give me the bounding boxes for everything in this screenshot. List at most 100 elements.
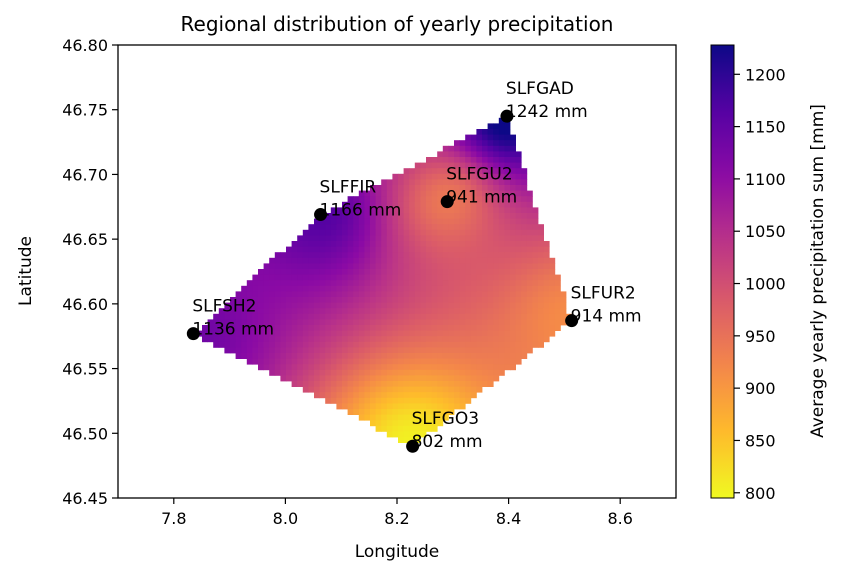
heatmap-cell bbox=[358, 207, 365, 214]
heatmap-cell bbox=[426, 347, 432, 354]
heatmap-cell bbox=[364, 224, 371, 231]
heatmap-cell bbox=[398, 308, 404, 315]
heatmap-cell bbox=[470, 229, 477, 236]
heatmap-cell bbox=[493, 145, 500, 152]
heatmap-cell bbox=[498, 353, 505, 359]
heatmap-cell bbox=[358, 330, 365, 337]
heatmap-cell bbox=[375, 269, 382, 275]
heatmap-cell bbox=[347, 336, 354, 343]
heatmap-cell bbox=[263, 274, 270, 281]
heatmap-cell bbox=[504, 201, 511, 208]
heatmap-cell bbox=[381, 229, 388, 236]
heatmap-cell bbox=[448, 330, 455, 337]
heatmap-cell bbox=[498, 336, 505, 343]
heatmap-cell bbox=[280, 336, 287, 343]
heatmap-cell bbox=[398, 381, 404, 387]
station-value: 1136 mm bbox=[192, 320, 274, 340]
heatmap-cell bbox=[230, 308, 236, 315]
heatmap-cell bbox=[420, 235, 427, 242]
heatmap-cell bbox=[476, 145, 483, 152]
heatmap-cell bbox=[493, 207, 500, 214]
heatmap-cell bbox=[342, 341, 348, 348]
heatmap-cell bbox=[353, 246, 360, 253]
heatmap-cell bbox=[459, 375, 466, 382]
heatmap-cell bbox=[403, 353, 410, 359]
heatmap-cell bbox=[521, 168, 528, 175]
heatmap-cell bbox=[409, 386, 416, 393]
heatmap-cell bbox=[431, 409, 438, 415]
station-name: SLFGO3 bbox=[412, 409, 479, 429]
heatmap-cell bbox=[504, 123, 511, 130]
heatmap-cell bbox=[370, 190, 376, 197]
heatmap-cell bbox=[482, 196, 488, 203]
heatmap-cell bbox=[319, 224, 326, 231]
heatmap-cell bbox=[314, 319, 320, 326]
heatmap-cell bbox=[224, 313, 231, 320]
heatmap-cell bbox=[252, 297, 259, 303]
heatmap-cell bbox=[476, 274, 483, 281]
heatmap-cell bbox=[319, 257, 326, 264]
heatmap-cell bbox=[302, 358, 309, 365]
heatmap-cell bbox=[459, 213, 466, 219]
heatmap-cell bbox=[252, 353, 259, 359]
heatmap-cell bbox=[302, 246, 309, 253]
heatmap-cell bbox=[269, 364, 276, 371]
heatmap-cell bbox=[414, 224, 421, 231]
heatmap-cell bbox=[336, 336, 343, 343]
heatmap-cell bbox=[465, 140, 472, 147]
heatmap-cell bbox=[498, 291, 505, 298]
heatmap-cell bbox=[482, 218, 488, 225]
heatmap-cell bbox=[465, 145, 472, 152]
heatmap-cell bbox=[526, 302, 533, 309]
heatmap-cell bbox=[498, 364, 505, 371]
heatmap-cell bbox=[347, 229, 354, 236]
heatmap-cell bbox=[493, 241, 500, 247]
heatmap-cell bbox=[498, 263, 505, 270]
heatmap-cell bbox=[465, 280, 472, 287]
heatmap-cell bbox=[476, 358, 483, 365]
heatmap-cell bbox=[291, 358, 298, 365]
heatmap-cell bbox=[526, 252, 533, 259]
heatmap-cell bbox=[482, 207, 488, 214]
heatmap-cell bbox=[465, 269, 472, 275]
heatmap-cell bbox=[521, 308, 528, 315]
heatmap-cell bbox=[308, 341, 315, 348]
heatmap-cell bbox=[526, 207, 533, 214]
heatmap-cell bbox=[426, 168, 432, 175]
heatmap-cell bbox=[280, 347, 287, 354]
heatmap-cell bbox=[409, 336, 416, 343]
heatmap-cell bbox=[487, 207, 494, 214]
heatmap-cell bbox=[476, 129, 483, 135]
heatmap-cell bbox=[398, 364, 404, 371]
heatmap-cell bbox=[241, 325, 248, 331]
heatmap-cell bbox=[482, 336, 488, 343]
heatmap-cell bbox=[420, 302, 427, 309]
heatmap-cell bbox=[392, 308, 399, 315]
heatmap-cell bbox=[314, 364, 320, 371]
heatmap-cell bbox=[246, 358, 253, 365]
heatmap-cell bbox=[381, 425, 388, 432]
heatmap-cell bbox=[308, 308, 315, 315]
heatmap-cell bbox=[459, 347, 466, 354]
heatmap-cell bbox=[347, 235, 354, 242]
heatmap-cell bbox=[543, 313, 550, 320]
heatmap-cell bbox=[510, 319, 516, 326]
heatmap-cell bbox=[459, 173, 466, 180]
heatmap-cell bbox=[263, 291, 270, 298]
heatmap-cell bbox=[498, 151, 505, 158]
heatmap-cell bbox=[392, 207, 399, 214]
heatmap-cell bbox=[554, 302, 561, 309]
heatmap-cell bbox=[269, 369, 276, 376]
heatmap-cell bbox=[437, 297, 444, 303]
heatmap-cell bbox=[358, 241, 365, 247]
heatmap-cell bbox=[414, 218, 421, 225]
heatmap-cell bbox=[263, 297, 270, 303]
heatmap-cell bbox=[392, 263, 399, 270]
heatmap-cell bbox=[325, 330, 332, 337]
heatmap-cell bbox=[504, 162, 511, 169]
heatmap-cell bbox=[431, 190, 438, 197]
heatmap-cell bbox=[431, 397, 438, 404]
heatmap-cell bbox=[515, 257, 522, 264]
heatmap-cell bbox=[470, 157, 477, 163]
heatmap-cell bbox=[442, 157, 449, 163]
